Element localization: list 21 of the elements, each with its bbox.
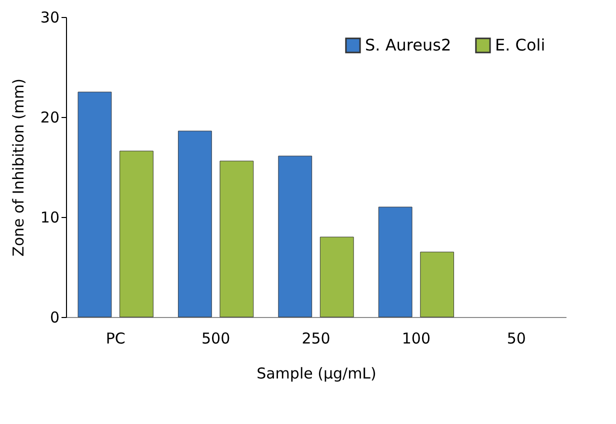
- y-axis-title: Zone of Inhibition (mm): [9, 78, 28, 256]
- bar: [78, 92, 112, 318]
- x-axis-title: Sample (µg/mL): [256, 364, 376, 382]
- y-tick-label: 0: [50, 308, 60, 326]
- x-tick-label: 100: [402, 330, 431, 348]
- bar: [278, 156, 312, 318]
- legend-label: S. Aureus2: [365, 35, 452, 54]
- y-tick-label: 30: [40, 8, 60, 26]
- bar: [378, 206, 412, 318]
- legend-label: E. Coli: [495, 35, 546, 54]
- bar: [320, 236, 354, 318]
- x-tick-label: 50: [506, 330, 526, 348]
- x-tick-label: PC: [106, 330, 126, 348]
- x-tick-label: 500: [201, 330, 230, 348]
- y-tick-label: 10: [40, 208, 60, 226]
- bar: [420, 252, 454, 318]
- bar: [220, 160, 254, 318]
- y-tick-label: 20: [40, 108, 60, 126]
- bar: [120, 150, 154, 318]
- x-tick-label: 250: [302, 330, 330, 348]
- bar: [178, 130, 212, 318]
